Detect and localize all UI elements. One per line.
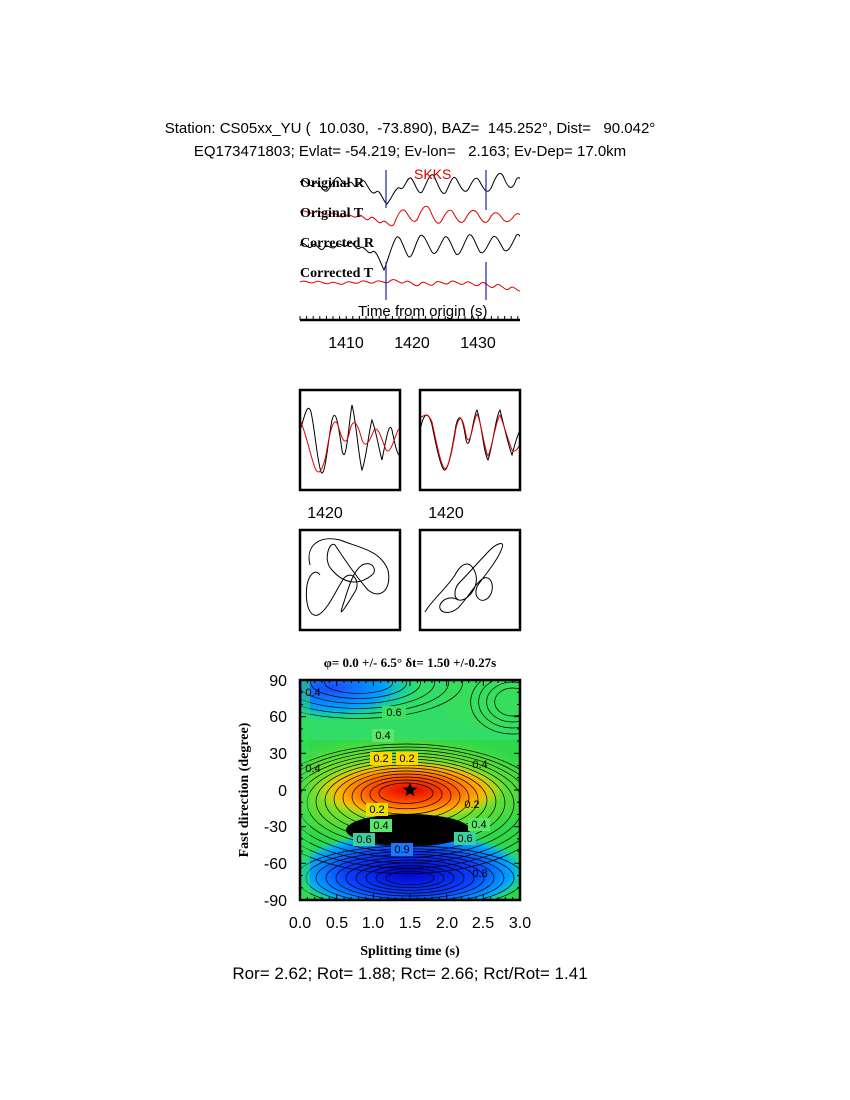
contour-line [300,680,463,719]
contour-line [342,770,470,826]
contour-line [494,687,520,717]
contour-line [310,680,408,699]
contour-line [300,680,435,709]
contour-label: 0.8 [472,868,487,880]
waveform-panel-original [298,388,402,492]
contour-label: 0.4 [471,819,486,831]
waveform-panel-corrected [418,388,522,492]
trace-label-corrected-t: Corrected T [300,266,374,281]
contour-line [333,767,479,831]
contour-line [300,680,421,704]
best-fit-star [402,782,418,797]
grid-axis-ticks [299,679,521,901]
panel-tick-right: 1420 [428,505,464,522]
contour-line [375,868,445,888]
panel-frame [298,388,402,492]
contour-label: 0.4 [305,763,320,775]
phase-label: SKKS [414,166,451,182]
contour-label: 0.6 [386,707,401,719]
panel-trace-red [420,413,520,469]
event-info-line: EQ173471803; Evlat= -54.219; Ev-lon= 2.1… [193,143,627,160]
tick-1430: 1430 [460,335,496,352]
grid-search-map: φ= 0.0 +/- 6.5° δt= 1.50 +/-0.27s 0.6 0.… [237,655,531,959]
particle-motion-original [298,528,402,632]
x-tick: 2.5 [472,915,494,932]
tick-1420: 1420 [394,335,430,352]
trace-panel: Original R Original T Corrected R Correc… [299,166,520,352]
contour-line [378,782,434,804]
panel-trace-black [420,408,520,471]
trace-original-r [300,173,520,205]
contour-line [360,776,452,815]
trace-label-original-r: Original R [300,176,365,191]
trace-original-t [300,205,520,227]
contour-line [300,743,520,874]
station-info-line: Station: CS05xx_YU ( 10.030, -73.890), B… [164,120,656,137]
particle-motion-path [305,538,390,616]
contour-label: 0.2 [464,799,479,811]
x-tick: 0.5 [326,915,348,932]
contour-line [351,773,461,820]
x-tick: 3.0 [509,915,531,932]
particle-motion-path [424,543,504,613]
y-tick: -30 [264,819,287,836]
contour-line [385,870,435,886]
x-tick: 1.5 [399,915,421,932]
contour-label: 0.4 [375,730,390,742]
y-tick: -60 [264,856,287,873]
footer-ratios: Ror= 2.62; Rot= 1.88; Rct= 2.66; Rct/Rot… [232,964,587,983]
contour-line [300,680,449,714]
y-tick: -90 [264,893,287,910]
tick-1410: 1410 [328,335,364,352]
trace-corrected-t [300,279,520,292]
contour-label: 0.6 [457,833,472,845]
contour-line [369,779,443,810]
grid-xlabel: Splitting time (s) [360,944,460,959]
panel-trace-black [300,404,400,474]
contour-line [355,862,465,894]
grid-ylabel: Fast direction (degree) [237,722,252,857]
contour-label: 0.4 [305,687,320,699]
y-tick: 90 [269,673,287,690]
contour-line [478,680,520,729]
x-tick: 0.0 [289,915,311,932]
contour-label: 0.2 [369,804,384,816]
time-axis-label: Time from origin (s) [358,303,487,320]
contour-label: 0.4 [472,759,487,771]
y-tick: 0 [278,783,287,800]
y-tick: 30 [269,746,287,763]
panel-frame [298,528,402,632]
contour-label: 0.2 [399,753,414,765]
panel-frame [418,388,522,492]
x-tick: 1.0 [362,915,384,932]
contour-labels: 0.6 0.4 0.2 0.2 0.4 0.4 0.2 0.2 0.4 0.4 … [305,687,490,880]
grid-search-title: φ= 0.0 +/- 6.5° δt= 1.50 +/-0.27s [324,655,496,670]
contour-line [324,680,394,694]
time-axis-ticks [299,316,519,320]
contour-label: 0.4 [373,820,388,832]
panel-tick-left: 1420 [307,505,343,522]
x-tick: 2.0 [436,915,458,932]
panel-trace-red [300,419,400,473]
contour-label: 0.2 [373,753,388,765]
contour-label: 0.9 [394,844,409,856]
panel-frame [418,528,522,632]
y-tick: 60 [269,709,287,726]
trace-label-corrected-r: Corrected R [300,236,375,251]
trace-label-original-t: Original T [300,206,364,221]
particle-motion-corrected [418,528,522,632]
contour-line [470,680,520,735]
trace-corrected-r [300,233,520,272]
contour-line [365,865,455,891]
contour-label: 0.6 [356,834,371,846]
